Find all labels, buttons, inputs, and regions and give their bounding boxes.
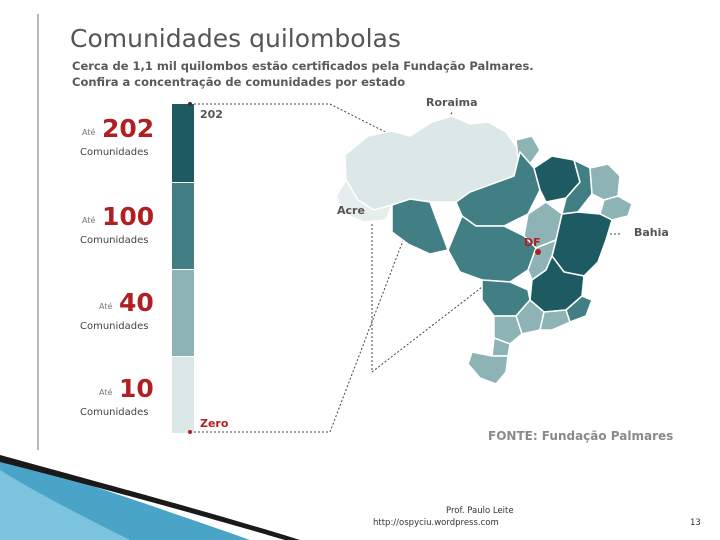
map-state-rj — [539, 309, 571, 331]
footer-author: Prof. Paulo Leite — [446, 506, 514, 516]
map-df-marker — [535, 249, 541, 255]
map-state-acre — [335, 178, 394, 223]
legend-label: Comunidades — [80, 235, 149, 246]
scale-segment-100 — [172, 183, 194, 269]
scale-segment-40 — [172, 270, 194, 356]
scale-segment-202 — [172, 104, 194, 182]
legend-prefix: Até — [82, 128, 96, 137]
scale-top-label: 202 — [200, 108, 223, 121]
legend-label: Comunidades — [80, 407, 149, 418]
legend-value: 202 — [102, 114, 155, 143]
legend-prefix: Até — [82, 216, 96, 225]
subtitle-line-1: Cerca de 1,1 mil quilombos estão certifi… — [72, 59, 534, 73]
legend-prefix: Até — [99, 388, 113, 397]
label-acre: Acre — [337, 204, 365, 217]
map-state-rondonia — [391, 198, 450, 255]
footer-url: http://ospyciu.wordpress.com — [373, 518, 499, 528]
slide-left-rule — [37, 14, 39, 450]
infographic-title: Comunidades quilombolas — [70, 24, 401, 53]
legend-value: 10 — [119, 374, 154, 403]
legend-value: 100 — [102, 202, 155, 231]
scale-segment-10 — [172, 357, 194, 433]
label-df: DF — [524, 236, 541, 249]
legend-value: 40 — [119, 288, 154, 317]
subtitle-line-2: Confira a concentração de comunidades po… — [72, 75, 406, 89]
legend-prefix: Até — [99, 302, 113, 311]
source-credit: FONTE: Fundação Palmares — [488, 429, 674, 443]
map-state-parana — [493, 315, 523, 345]
map-state-es — [565, 295, 593, 323]
page-number: 13 — [690, 518, 701, 528]
legend-label: Comunidades — [80, 147, 149, 158]
scale-bottom-label: Zero — [200, 417, 229, 430]
label-bahia: Bahia — [634, 226, 669, 239]
map-state-rs — [467, 351, 509, 385]
legend-label: Comunidades — [80, 321, 149, 332]
label-roraima: Roraima — [426, 96, 478, 109]
